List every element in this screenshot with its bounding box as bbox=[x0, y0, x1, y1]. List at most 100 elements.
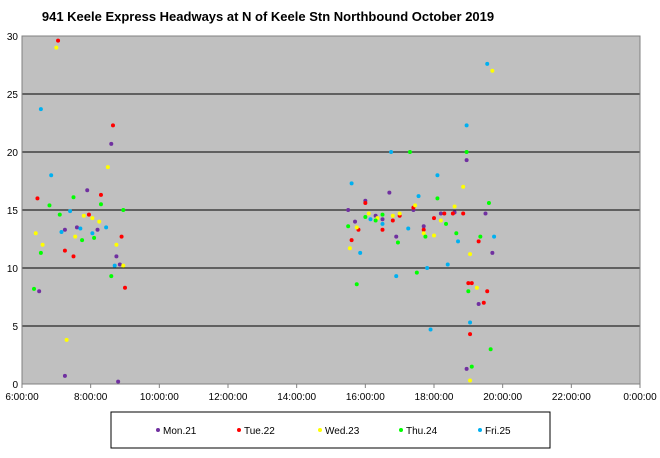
series-mon-21 bbox=[37, 141, 495, 384]
data-point bbox=[114, 242, 119, 247]
data-point bbox=[397, 211, 402, 216]
legend-marker bbox=[237, 428, 241, 432]
data-point bbox=[466, 281, 471, 286]
data-point bbox=[395, 240, 400, 245]
data-point bbox=[81, 213, 86, 218]
data-point bbox=[469, 281, 474, 286]
x-tick-label: 8:00:00 bbox=[74, 392, 108, 403]
data-point bbox=[421, 231, 426, 236]
x-tick-label: 22:00:00 bbox=[552, 392, 591, 403]
data-point bbox=[490, 250, 495, 255]
y-tick-label: 20 bbox=[7, 148, 19, 159]
data-point bbox=[78, 226, 83, 231]
data-point bbox=[394, 234, 399, 239]
y-tick-label: 30 bbox=[7, 32, 19, 43]
data-point bbox=[468, 320, 473, 325]
data-point bbox=[121, 263, 126, 268]
data-point bbox=[464, 366, 469, 371]
data-point bbox=[438, 218, 443, 223]
x-axis-ticks: 6:00:00 8:00:00 10:00:00 12:00:00 14:00:00 16… bbox=[5, 384, 657, 403]
data-point bbox=[112, 263, 117, 268]
data-point bbox=[407, 150, 412, 154]
data-point bbox=[474, 285, 479, 290]
data-point bbox=[110, 123, 115, 128]
data-point bbox=[413, 203, 418, 208]
data-point bbox=[478, 234, 483, 239]
data-point bbox=[481, 300, 486, 305]
data-point bbox=[90, 231, 95, 236]
data-point bbox=[380, 227, 385, 232]
legend-marker bbox=[399, 428, 403, 432]
data-point bbox=[488, 347, 493, 352]
x-tick-label: 0:00:00 bbox=[623, 392, 657, 403]
data-point bbox=[390, 213, 395, 218]
data-point bbox=[435, 196, 440, 201]
x-tick-label: 16:00:00 bbox=[346, 392, 385, 403]
data-point bbox=[421, 227, 426, 232]
data-point bbox=[54, 45, 59, 50]
data-point bbox=[485, 61, 490, 66]
data-point bbox=[414, 270, 419, 275]
data-point bbox=[438, 211, 443, 216]
data-point bbox=[442, 211, 447, 216]
data-point bbox=[109, 274, 114, 279]
data-point bbox=[486, 201, 491, 206]
data-point bbox=[49, 173, 54, 178]
x-tick-label: 10:00:00 bbox=[140, 392, 179, 403]
plot-border bbox=[21, 35, 641, 385]
data-point bbox=[450, 211, 455, 216]
data-point bbox=[354, 225, 359, 230]
data-point bbox=[74, 225, 79, 230]
data-point bbox=[389, 150, 394, 154]
data-point bbox=[353, 219, 358, 224]
data-point bbox=[416, 194, 421, 199]
data-point bbox=[452, 204, 457, 209]
data-point bbox=[346, 224, 351, 229]
data-point bbox=[62, 373, 67, 378]
data-point bbox=[123, 285, 127, 290]
data-point bbox=[98, 192, 103, 197]
data-point bbox=[117, 262, 122, 267]
data-point bbox=[90, 216, 95, 221]
data-point bbox=[56, 38, 61, 43]
data-point bbox=[68, 209, 73, 214]
data-point bbox=[38, 107, 43, 112]
data-point bbox=[476, 239, 481, 244]
data-point bbox=[464, 123, 469, 128]
data-point bbox=[95, 227, 100, 232]
data-point bbox=[114, 254, 119, 259]
data-point bbox=[394, 274, 399, 279]
data-point bbox=[349, 181, 354, 186]
data-point bbox=[468, 332, 473, 337]
data-point bbox=[92, 235, 97, 240]
data-point bbox=[346, 208, 351, 212]
data-point bbox=[35, 196, 40, 201]
data-point bbox=[80, 238, 85, 243]
data-point bbox=[464, 158, 469, 163]
data-point bbox=[476, 301, 481, 306]
legend-label: Thu.24 bbox=[406, 426, 438, 437]
data-point bbox=[461, 184, 466, 189]
data-point bbox=[454, 231, 459, 236]
data-point bbox=[358, 250, 363, 255]
data-point bbox=[380, 221, 385, 226]
data-point bbox=[373, 218, 378, 223]
data-point bbox=[428, 327, 433, 332]
data-point bbox=[119, 234, 124, 239]
y-tick-label: 10 bbox=[7, 264, 19, 275]
data-point bbox=[104, 225, 109, 230]
data-point bbox=[59, 230, 64, 235]
data-point bbox=[468, 378, 473, 383]
data-points bbox=[32, 38, 497, 384]
data-point bbox=[47, 203, 52, 208]
legend-marker bbox=[318, 428, 322, 432]
legend-label: Fri.25 bbox=[485, 426, 511, 437]
y-tick-label: 15 bbox=[7, 206, 19, 217]
x-tick-label: 12:00:00 bbox=[209, 392, 248, 403]
data-point bbox=[64, 337, 69, 342]
data-point bbox=[105, 165, 110, 170]
data-point bbox=[366, 211, 371, 216]
x-tick-label: 18:00:00 bbox=[415, 392, 454, 403]
data-point bbox=[432, 216, 436, 221]
